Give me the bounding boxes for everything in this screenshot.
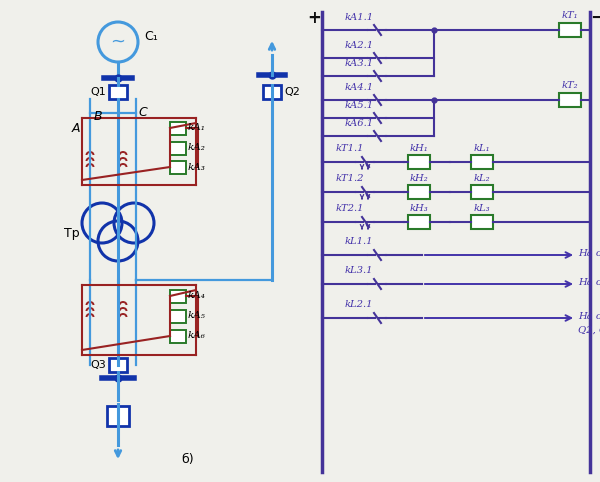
FancyBboxPatch shape [109,358,127,372]
Text: kT₂: kT₂ [562,81,578,90]
Text: kL3.1: kL3.1 [345,266,373,275]
Text: kA6.1: kA6.1 [344,119,374,128]
Text: kL2.1: kL2.1 [345,300,373,309]
FancyBboxPatch shape [170,161,186,174]
Text: kL₁: kL₁ [473,144,490,153]
Text: Q2: Q2 [284,87,300,97]
Text: C: C [138,106,147,119]
Text: kA₃: kA₃ [188,162,206,172]
Text: kT₁: kT₁ [562,11,578,20]
FancyBboxPatch shape [471,155,493,169]
FancyBboxPatch shape [408,185,430,199]
Text: +: + [307,9,321,27]
FancyBboxPatch shape [170,290,186,303]
Text: Тр: Тр [64,228,80,241]
Text: Q1: Q1 [90,87,106,97]
Text: kL₂: kL₂ [473,174,490,183]
FancyBboxPatch shape [170,122,186,135]
Text: б): б) [182,454,194,467]
Text: kH₂: kH₂ [410,174,428,183]
FancyBboxPatch shape [170,330,186,343]
Text: B: B [94,109,103,122]
Text: Q3: Q3 [90,360,106,370]
FancyBboxPatch shape [109,85,127,99]
Text: kA5.1: kA5.1 [344,101,374,110]
Text: A: A [71,121,80,134]
FancyBboxPatch shape [107,406,129,426]
Text: На откл Q1: На откл Q1 [578,278,600,286]
Text: kA2.1: kA2.1 [344,41,374,50]
Text: C₁: C₁ [144,29,158,42]
Text: kA4.1: kA4.1 [344,83,374,92]
FancyBboxPatch shape [170,142,186,155]
Text: kH₁: kH₁ [410,144,428,153]
Text: −: − [590,9,600,27]
Text: kA₆: kA₆ [188,332,206,340]
FancyBboxPatch shape [263,85,281,99]
Text: kA₄: kA₄ [188,292,206,300]
Text: kL₃: kL₃ [473,204,490,213]
Text: kA1.1: kA1.1 [344,13,374,22]
FancyBboxPatch shape [559,93,581,107]
FancyBboxPatch shape [170,310,186,323]
Text: kH₃: kH₃ [410,204,428,213]
FancyBboxPatch shape [559,23,581,37]
Text: kT1.1: kT1.1 [336,144,364,153]
Text: kT2.1: kT2.1 [336,204,364,213]
Text: kT1.2: kT1.2 [336,174,364,183]
Text: kA₅: kA₅ [188,311,206,321]
Text: На откл Q2: На откл Q2 [578,249,600,257]
Text: На откл Q1,: На откл Q1, [578,311,600,321]
FancyBboxPatch shape [471,185,493,199]
Text: Q2, Q3: Q2, Q3 [578,325,600,335]
Text: kA₁: kA₁ [188,123,206,133]
Text: ~: ~ [110,33,125,51]
FancyBboxPatch shape [408,155,430,169]
Text: kA3.1: kA3.1 [344,59,374,68]
FancyBboxPatch shape [471,215,493,229]
Text: kA₂: kA₂ [188,144,206,152]
FancyBboxPatch shape [408,215,430,229]
Text: kL1.1: kL1.1 [345,237,373,246]
